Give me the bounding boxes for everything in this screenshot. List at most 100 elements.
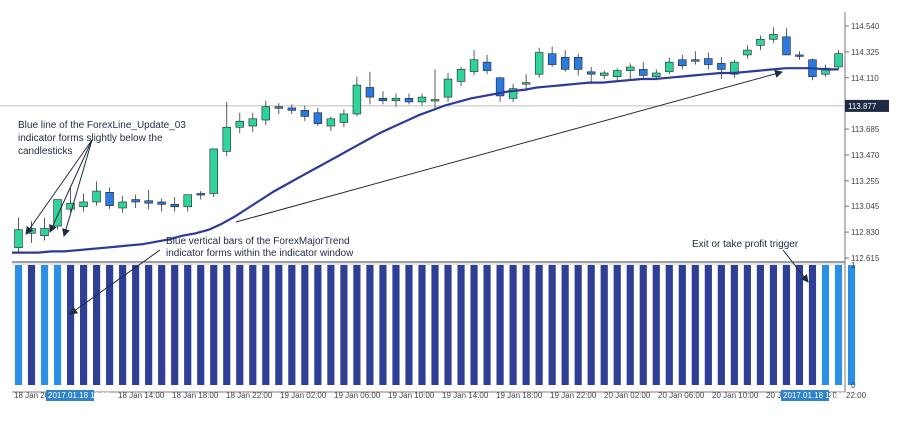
candlestick	[92, 181, 101, 206]
candlestick	[469, 50, 479, 76]
candlestick	[157, 198, 166, 212]
candle-body	[652, 72, 661, 77]
indicator-axis: 10	[851, 261, 856, 390]
candlestick	[665, 57, 674, 75]
histogram-bar	[626, 265, 634, 385]
indicator-tick-label: 1	[851, 261, 856, 270]
candlestick	[365, 71, 375, 105]
time-highlight-label: 2017.01.18 11:00	[783, 391, 845, 400]
histogram-bar	[314, 265, 322, 385]
time-axis-label: 20 Jan 10:00	[712, 391, 759, 400]
candle-body	[508, 88, 518, 99]
time-axis-label: 19 Jan 10:00	[388, 391, 435, 400]
histogram-bar	[756, 265, 764, 385]
histogram-bar	[249, 265, 257, 385]
candle-body	[183, 194, 192, 208]
histogram-bar	[223, 265, 231, 385]
histogram-bar	[366, 265, 374, 385]
histogram-bars	[14, 265, 856, 385]
candle-body	[730, 61, 739, 75]
candle-body	[573, 57, 583, 70]
candlestick	[209, 148, 218, 198]
candle-body	[300, 110, 310, 117]
current-price-label: 113.877	[848, 102, 877, 111]
candle-body	[678, 59, 687, 67]
candle-body	[547, 53, 557, 65]
candlestick	[378, 91, 388, 105]
candlestick	[626, 63, 635, 80]
annotation-arrow	[235, 69, 783, 223]
candlestick	[560, 50, 570, 72]
candlestick	[704, 52, 713, 70]
histogram-bar	[470, 265, 478, 385]
candlestick	[339, 109, 349, 128]
histogram-bar	[457, 265, 465, 385]
price-tick-label: 113.255	[851, 177, 880, 186]
candle-body	[404, 98, 414, 103]
candle-body	[391, 98, 401, 102]
candlestick	[14, 217, 23, 253]
candle-body	[639, 69, 648, 76]
candle-body	[560, 57, 570, 70]
candle-body	[248, 118, 257, 127]
candle-body	[118, 201, 127, 209]
time-axis-label: 22:00	[846, 391, 867, 400]
candle-body	[782, 36, 791, 56]
histogram-bar	[535, 265, 543, 385]
candlestick	[821, 64, 830, 77]
time-highlight-bg	[781, 390, 829, 401]
candle-body	[92, 190, 101, 203]
annotation-text: Exit or take profit trigger	[692, 239, 799, 250]
price-tick-label: 114.540	[851, 22, 880, 31]
candlestick	[313, 107, 323, 127]
histogram-bar	[353, 265, 361, 385]
histogram-bar	[418, 265, 426, 385]
price-tick-label: 112.615	[851, 254, 880, 263]
histogram-bar	[665, 265, 673, 385]
histogram-bar	[27, 265, 36, 385]
candlestick	[118, 195, 127, 213]
histogram-bar	[483, 265, 491, 385]
histogram-bar	[444, 265, 452, 385]
histogram-bar	[171, 265, 179, 385]
histogram-bar	[80, 265, 88, 385]
annotation-arrow	[49, 139, 93, 233]
candlestick	[769, 27, 778, 43]
candle-body	[209, 148, 218, 194]
annotation-arrow	[62, 139, 93, 237]
candlestick	[678, 54, 687, 70]
histogram-bar	[106, 265, 114, 385]
candlestick	[352, 76, 362, 117]
candlestick	[730, 59, 739, 78]
candlestick	[391, 93, 401, 107]
annotation-text: candlesticks	[18, 146, 72, 157]
candlesticks	[14, 27, 843, 253]
candle-body	[482, 61, 492, 71]
candlestick	[196, 191, 205, 200]
annotation-text: indicator forms within the indicator win…	[166, 248, 354, 259]
candle-body	[14, 229, 23, 249]
candle-body	[157, 201, 166, 205]
annotation-arrow	[782, 249, 809, 283]
histogram-bar	[496, 265, 504, 385]
candlestick	[287, 104, 297, 114]
time-axis-label: 18 Jan 14:00	[118, 391, 165, 400]
candlestick	[795, 51, 804, 60]
candle-body	[170, 204, 179, 208]
candle-body	[326, 118, 336, 127]
annotation-text: Blue line of the ForexLine_Update_03	[18, 120, 186, 131]
candle-body	[665, 61, 674, 73]
histogram-bar	[522, 265, 530, 385]
candle-body	[274, 106, 284, 109]
candlestick	[600, 70, 609, 80]
candlestick	[183, 194, 192, 212]
histogram-bar	[509, 265, 517, 385]
time-axis-label: 19 Jan 02:00	[280, 391, 327, 400]
time-axis-label: 20	[828, 391, 837, 400]
candle-body	[534, 52, 544, 75]
candlestick	[300, 105, 310, 122]
ma-line-group	[12, 67, 839, 254]
candlestick	[495, 76, 505, 102]
candle-body	[261, 106, 271, 121]
